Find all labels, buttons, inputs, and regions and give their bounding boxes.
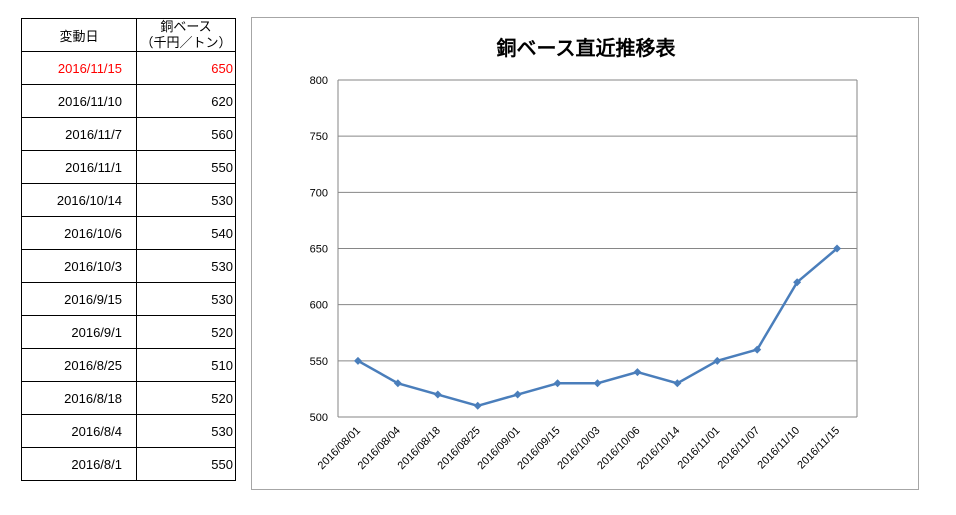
- table-row: 2016/8/25 510: [21, 348, 236, 382]
- chart-title: 銅ベース直近推移表: [497, 36, 677, 60]
- table-row: 2016/11/10 620: [21, 84, 236, 118]
- row-date: 2016/10/3: [21, 249, 137, 283]
- table-row: 2016/8/18 520: [21, 381, 236, 415]
- y-tick-label: 500: [310, 412, 328, 424]
- data-point: [753, 345, 762, 354]
- table-row: 2016/9/1 520: [21, 315, 236, 349]
- x-tick-label: 2016/11/15: [795, 425, 842, 472]
- row-price: 550: [136, 150, 236, 184]
- data-point: [393, 379, 402, 388]
- data-point: [433, 390, 442, 399]
- row-date: 2016/8/4: [21, 414, 137, 448]
- table-row: 2016/11/1 550: [21, 150, 236, 184]
- x-tick-label: 2016/11/10: [755, 425, 802, 472]
- table-row: 2016/11/7 560: [21, 117, 236, 151]
- data-point: [473, 401, 482, 410]
- row-price: 530: [136, 414, 236, 448]
- data-point: [833, 244, 842, 253]
- header-price-line2: （千円／トン）: [140, 35, 232, 50]
- row-date: 2016/8/18: [21, 381, 137, 415]
- table-row: 2016/8/4 530: [21, 414, 236, 448]
- x-tick-label: 2016/11/01: [676, 425, 723, 472]
- table-row: 2016/9/15 530: [21, 282, 236, 316]
- row-date: 2016/9/15: [21, 282, 137, 316]
- row-price: 620: [136, 84, 236, 118]
- data-point: [513, 390, 522, 399]
- row-price: 530: [136, 282, 236, 316]
- table-body: 2016/11/15 650 2016/11/10 620 2016/11/7 560 20…: [21, 51, 236, 481]
- data-point: [793, 278, 802, 287]
- data-point: [593, 379, 602, 388]
- y-tick-label: 750: [310, 131, 328, 143]
- table-row: 2016/10/14 530: [21, 183, 236, 217]
- header-date: 変動日: [21, 18, 137, 52]
- data-point: [713, 356, 722, 365]
- row-price: 650: [136, 51, 236, 85]
- row-price: 520: [136, 315, 236, 349]
- table-row: 2016/11/15 650: [21, 51, 236, 85]
- row-date: 2016/9/1: [21, 315, 137, 349]
- row-price: 530: [136, 183, 236, 217]
- data-point: [633, 368, 642, 377]
- header-price: 銅ベース （千円／トン）: [136, 18, 236, 52]
- series-layer: [353, 244, 842, 410]
- row-date: 2016/10/14: [21, 183, 137, 217]
- data-point: [553, 379, 562, 388]
- table-header-row: 変動日 銅ベース （千円／トン）: [21, 18, 236, 52]
- row-price: 510: [136, 348, 236, 382]
- table-row: 2016/10/3 530: [21, 249, 236, 283]
- table-row: 2016/10/6 540: [21, 216, 236, 250]
- header-price-line1: 銅ベース: [160, 19, 212, 34]
- y-axis-ticks: 500 550 600 650 700 750 800: [310, 75, 328, 424]
- y-tick-label: 550: [310, 356, 328, 368]
- x-tick-label: 2016/11/07: [715, 425, 762, 472]
- x-tick-label: 2016/10/14: [635, 425, 682, 472]
- y-tick-label: 650: [310, 244, 328, 256]
- price-table: 変動日 銅ベース （千円／トン） 2016/11/15 650 2016/11/10…: [21, 18, 236, 481]
- y-tick-label: 800: [310, 75, 328, 87]
- x-axis-ticks: 2016/08/012016/08/042016/08/182016/08/25…: [316, 425, 842, 472]
- data-point: [353, 356, 362, 365]
- row-date: 2016/11/15: [21, 51, 137, 85]
- row-date: 2016/11/1: [21, 150, 137, 184]
- chart-area: 銅ベース直近推移表 500 550 600 650 700 750 800 2016/08/…: [251, 17, 919, 490]
- row-date: 2016/8/1: [21, 447, 137, 481]
- row-date: 2016/10/6: [21, 216, 137, 250]
- gridlines: [337, 79, 858, 418]
- row-date: 2016/11/10: [21, 84, 137, 118]
- data-point: [673, 379, 682, 388]
- row-price: 530: [136, 249, 236, 283]
- row-price: 560: [136, 117, 236, 151]
- y-tick-label: 700: [310, 187, 328, 199]
- row-price: 520: [136, 381, 236, 415]
- row-date: 2016/11/7: [21, 117, 137, 151]
- row-date: 2016/8/25: [21, 348, 137, 382]
- table-row: 2016/8/1 550: [21, 447, 236, 481]
- row-price: 540: [136, 216, 236, 250]
- line-chart: 銅ベース直近推移表 500 550 600 650 700 750 800 2016/08/…: [310, 36, 858, 472]
- y-tick-label: 600: [310, 300, 328, 312]
- row-price: 550: [136, 447, 236, 481]
